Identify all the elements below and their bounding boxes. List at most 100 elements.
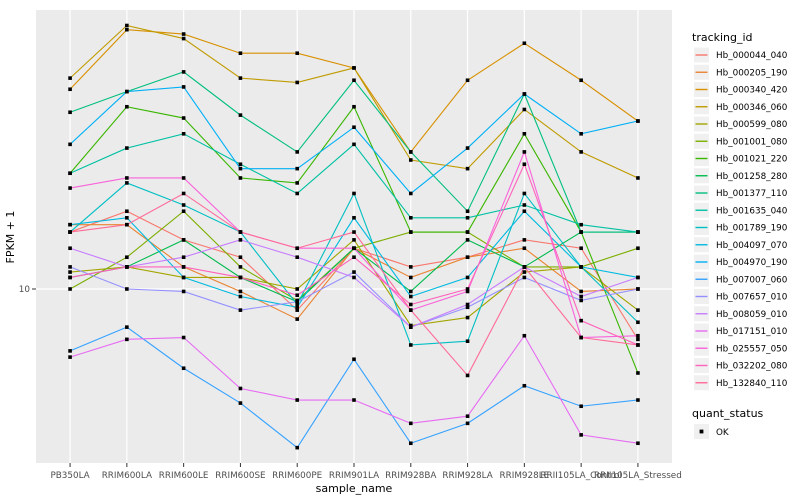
data-point [636, 320, 640, 325]
data-point [68, 246, 72, 251]
legend-entry: Hb_001021_220 [694, 151, 788, 166]
x-tick-label: RRIM928BA [385, 471, 436, 481]
data-point [181, 131, 186, 136]
data-point [636, 398, 640, 402]
data-point [295, 398, 300, 402]
data-point [238, 255, 243, 260]
data-point [125, 146, 129, 150]
data-point [522, 238, 527, 242]
legend-entry-label: Hb_007657_010 [716, 293, 788, 303]
data-point [295, 150, 300, 154]
legend-entry: Hb_132840_110 [694, 375, 788, 391]
data-point [352, 142, 356, 147]
axis-tick-marks [32, 288, 639, 467]
data-point [465, 209, 470, 214]
data-point [238, 113, 243, 117]
data-point [636, 333, 640, 338]
data-point [465, 421, 470, 426]
data-point [125, 287, 129, 291]
data-point [295, 317, 300, 321]
data-point [579, 289, 583, 294]
data-point [465, 302, 470, 307]
legend-entry-label: Hb_000205_190 [716, 68, 788, 78]
legend-entry-label: Hb_004097_070 [716, 241, 788, 251]
data-point [522, 333, 527, 338]
data-point [522, 275, 527, 280]
data-point [465, 230, 470, 234]
data-point [125, 255, 129, 260]
data-point [522, 150, 527, 154]
data-point [125, 104, 129, 109]
x-tick-label: PB350LA [50, 471, 89, 481]
data-point [465, 275, 470, 280]
data-point [238, 238, 243, 242]
data-point [522, 107, 527, 112]
data-point [408, 421, 413, 426]
legend-entry: Hb_032202_080 [694, 358, 788, 373]
data-point [579, 404, 583, 409]
data-point [579, 433, 583, 437]
data-point [68, 270, 72, 274]
data-point [636, 441, 640, 446]
data-point [522, 162, 527, 167]
data-point [352, 230, 356, 234]
data-point [522, 191, 527, 196]
legend-entry: Hb_001789_190 [694, 220, 788, 235]
legend-entry: Hb_001377_110 [694, 185, 788, 201]
data-point [636, 119, 640, 123]
data-point [295, 181, 300, 185]
data-point [579, 294, 583, 299]
data-point [352, 270, 356, 274]
legend-entry-label: Hb_000044_040 [716, 51, 788, 61]
data-point [238, 230, 243, 234]
data-point [352, 191, 356, 196]
x-tick-label: RRIM928LA [442, 471, 492, 481]
data-point [125, 337, 129, 342]
data-point [125, 181, 129, 185]
legend-entry-label: Hb_032202_080 [716, 362, 788, 372]
data-point [465, 215, 470, 220]
data-point [68, 110, 72, 115]
tracking-id-legend: Hb_000044_040 Hb_000205_190 Hb_000340_420 H… [694, 47, 788, 391]
data-point [465, 339, 470, 343]
y-axis-title: FPKM + 1 [4, 211, 17, 264]
data-point [465, 166, 470, 171]
data-point [352, 246, 356, 251]
data-point [295, 299, 300, 304]
legend-entry: Hb_004970_190 [694, 254, 788, 270]
data-point [125, 209, 129, 214]
x-tick-label: RRIM600LE [159, 471, 209, 481]
data-point [522, 92, 527, 96]
legend-entry-label: Hb_000599_080 [716, 120, 788, 130]
data-point [295, 445, 300, 450]
data-point [68, 142, 72, 147]
data-point [352, 255, 356, 260]
data-point [68, 287, 72, 291]
data-point [579, 318, 583, 323]
series-points [68, 23, 640, 450]
data-point [238, 162, 243, 167]
legend-entry-label: Hb_025557_050 [716, 344, 788, 354]
data-point [408, 294, 413, 299]
data-point [238, 166, 243, 171]
data-point [579, 335, 583, 340]
data-point [238, 401, 243, 405]
data-point [408, 302, 413, 307]
data-point [465, 289, 470, 294]
data-point [465, 238, 470, 242]
data-point [579, 246, 583, 251]
data-point [295, 308, 300, 312]
legend-entry: Hb_001258_280 [694, 168, 788, 184]
x-axis-tick-labels: PB350LA RRIM600LA RRIM600LE RRIM600SE RRIM60… [50, 471, 681, 481]
data-point [238, 176, 243, 180]
data-point [68, 355, 72, 359]
data-point [238, 76, 243, 80]
legend-entry-label: Hb_001021_220 [716, 155, 788, 165]
data-point [181, 255, 186, 260]
data-point [522, 209, 527, 214]
data-point [636, 176, 640, 180]
data-point [408, 325, 413, 329]
data-point [352, 238, 356, 242]
data-point [465, 315, 470, 320]
